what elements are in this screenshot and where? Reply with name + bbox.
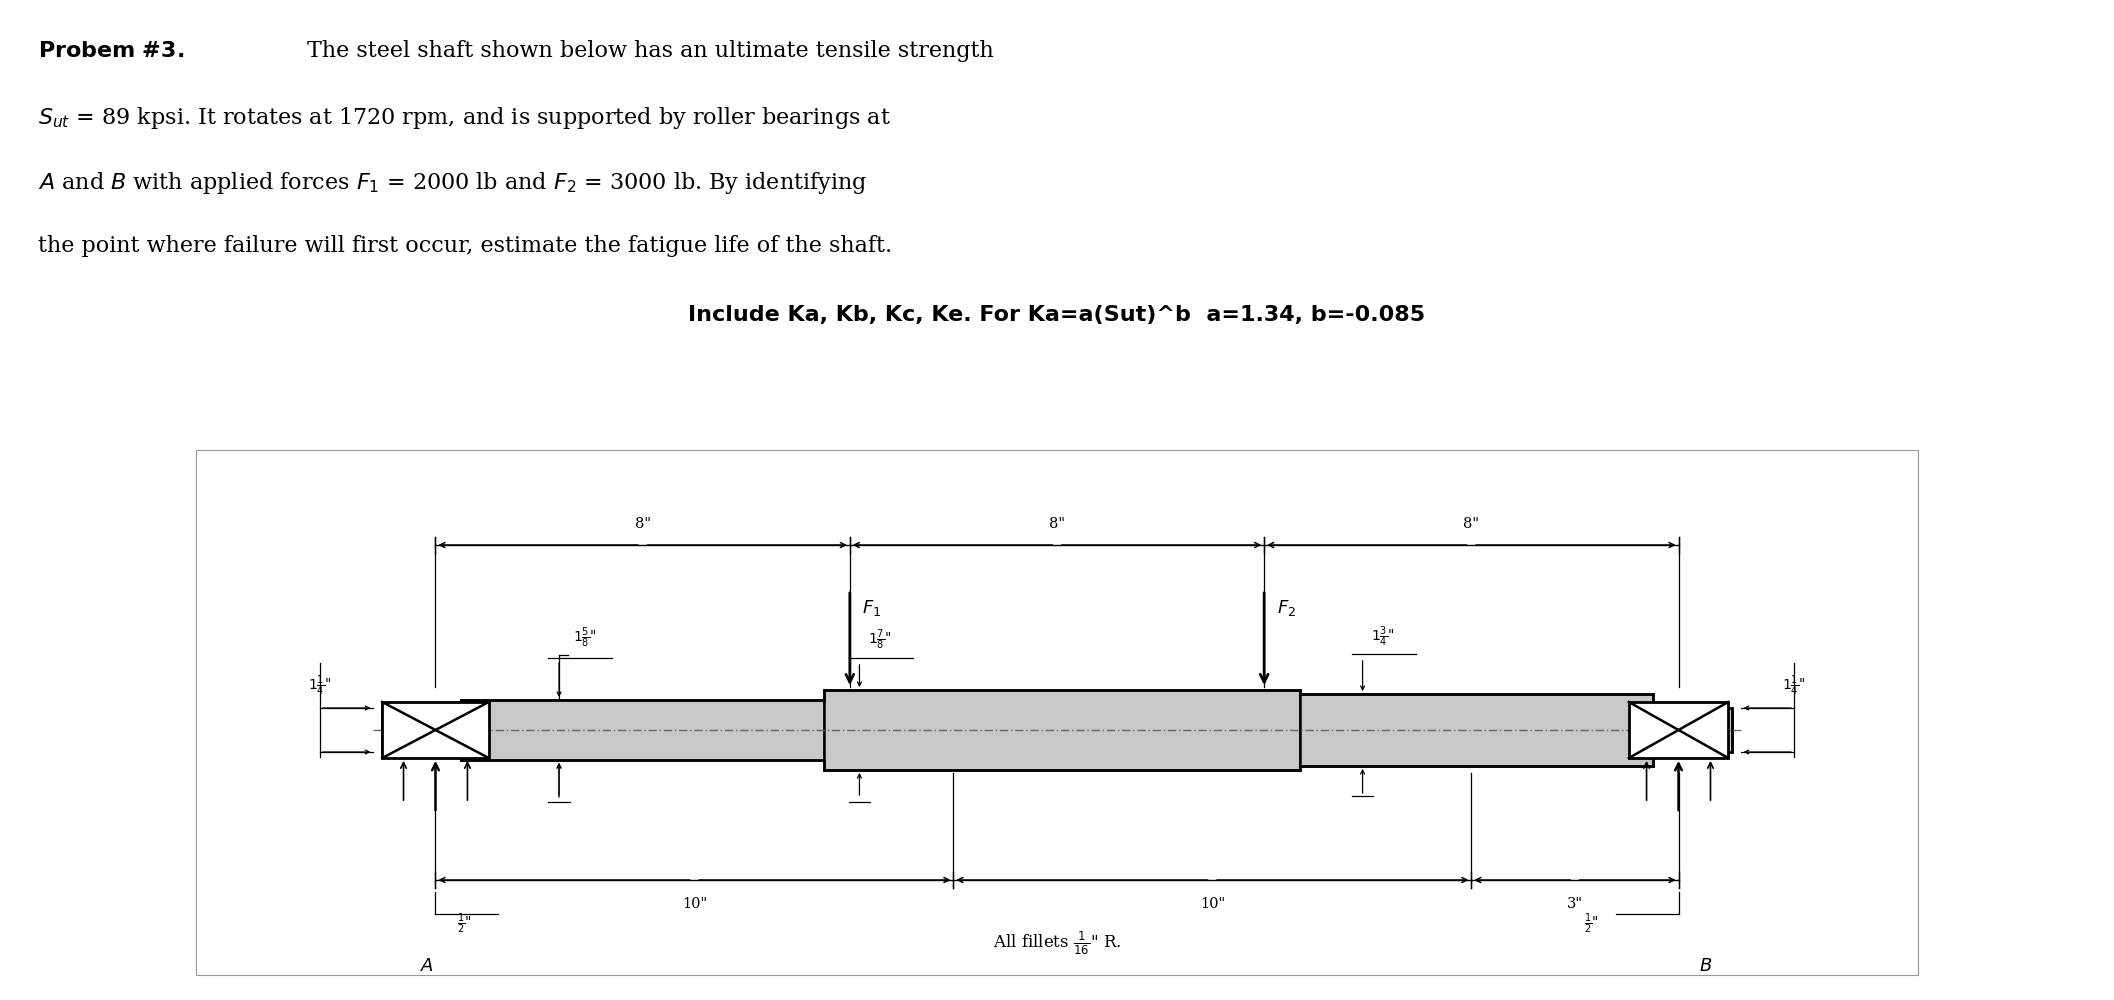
Text: $B$: $B$ [1698, 957, 1712, 975]
Text: $\mathbf{Probem\ \#3.}$: $\mathbf{Probem\ \#3.}$ [38, 40, 184, 62]
Bar [383, 708, 461, 752]
Text: $\frac{1}{2}$": $\frac{1}{2}$" [1583, 912, 1600, 936]
Text: the point where failure will first occur, estimate the fatigue life of the shaft: the point where failure will first occur… [38, 235, 892, 257]
Text: 10": 10" [1201, 897, 1224, 911]
Bar [383, 702, 488, 758]
Text: 8": 8" [1049, 517, 1065, 531]
Text: 8": 8" [1463, 517, 1480, 531]
Text: The steel shaft shown below has an ultimate tensile strength: The steel shaft shown below has an ultim… [307, 40, 994, 62]
Bar [824, 690, 1300, 770]
Text: $1\frac{1}{4}$": $1\frac{1}{4}$" [309, 674, 332, 698]
Text: $1\frac{7}{8}$": $1\frac{7}{8}$" [869, 628, 892, 652]
Text: 3": 3" [1566, 897, 1583, 911]
Text: 10": 10" [683, 897, 706, 911]
Text: $S_{ut}$ = 89 kpsi. It rotates at 1720 rpm, and is supported by roller bearings : $S_{ut}$ = 89 kpsi. It rotates at 1720 r… [38, 105, 890, 131]
Bar [1300, 694, 1653, 766]
Bar [1653, 708, 1731, 752]
Text: All fillets $\frac{1}{16}$" R.: All fillets $\frac{1}{16}$" R. [994, 930, 1120, 957]
Text: $A$: $A$ [419, 957, 433, 975]
Bar [461, 700, 824, 760]
Text: $F_2$: $F_2$ [1277, 598, 1296, 618]
Text: 8": 8" [634, 517, 651, 531]
Bar [1300, 694, 1653, 766]
Text: $F_1$: $F_1$ [863, 598, 882, 618]
Text: $\frac{1}{2}$": $\frac{1}{2}$" [457, 912, 471, 936]
Text: $1\frac{5}{8}$": $1\frac{5}{8}$" [573, 626, 596, 650]
Bar [824, 690, 1300, 770]
Text: Include Ka, Kb, Kc, Ke. For Ka=a(Sut)^b  a=1.34, b=-0.085: Include Ka, Kb, Kc, Ke. For Ka=a(Sut)^b … [689, 305, 1425, 325]
Bar [1628, 702, 1729, 758]
Text: $A$ and $B$ with applied forces $F_1$ = 2000 lb and $F_2$ = 3000 lb. By identify: $A$ and $B$ with applied forces $F_1$ = … [38, 170, 867, 196]
Text: $1\frac{3}{4}$": $1\frac{3}{4}$" [1372, 625, 1395, 649]
Bar [461, 700, 824, 760]
Text: $1\frac{1}{4}$": $1\frac{1}{4}$" [1782, 674, 1805, 698]
